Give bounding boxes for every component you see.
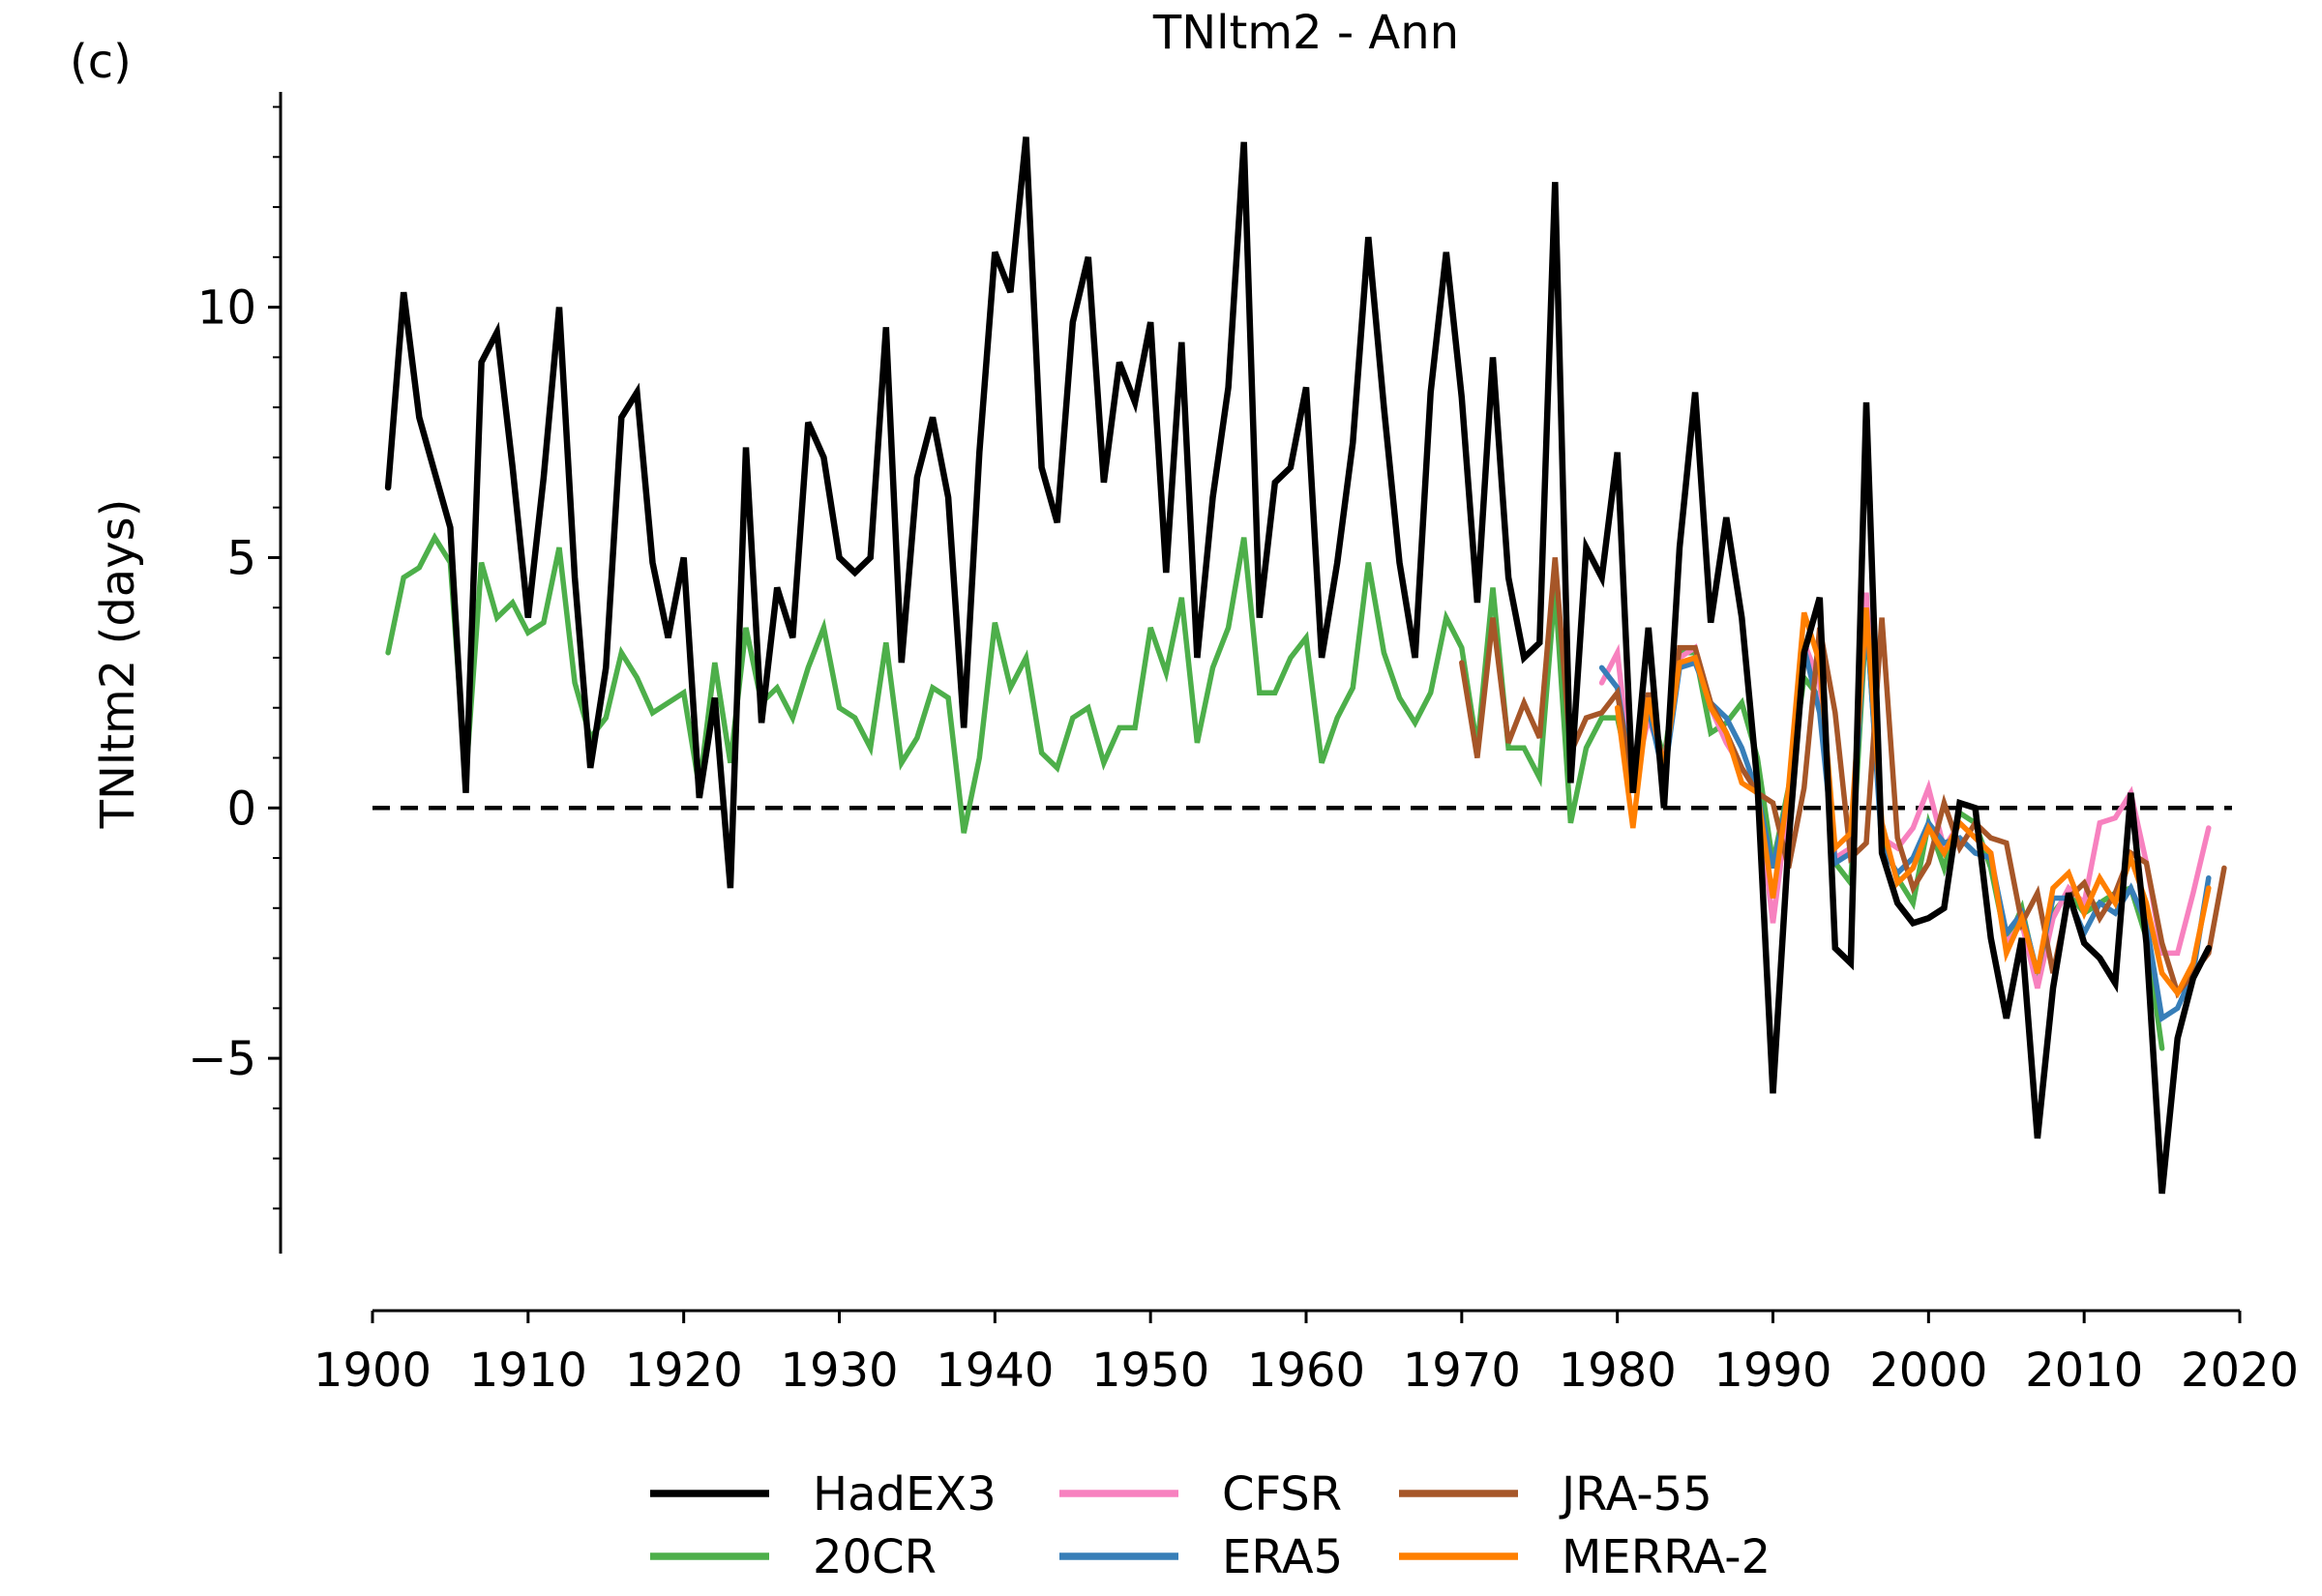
legend-item: CFSR [1059, 1467, 1342, 1522]
panel-label: (c) [70, 35, 132, 89]
legend-label: CFSR [1222, 1467, 1342, 1522]
legend-label: MERRA-2 [1562, 1530, 1771, 1584]
x-axis: 1900 1910 1920 1930 1940 1950 1960 1970 1980 1990… [313, 1309, 2299, 1398]
legend: HadEX3 20CR CFSR ERA5 JRA-55 MERRA-2 [650, 1467, 1771, 1584]
series-line-jra-55 [1459, 557, 2227, 999]
x-tick-label: 1940 [936, 1344, 1054, 1398]
series-group [384, 136, 2227, 1195]
x-tick-label: 1950 [1091, 1344, 1209, 1398]
legend-label: 20CR [813, 1530, 937, 1584]
legend-item: MERRA-2 [1399, 1530, 1771, 1584]
legend-item: JRA-55 [1399, 1467, 1712, 1522]
y-tick-label: −5 [188, 1032, 256, 1086]
legend-item: 20CR [650, 1530, 937, 1584]
x-tick-label: 1960 [1247, 1344, 1365, 1398]
legend-label: HadEX3 [813, 1467, 997, 1522]
x-tick-label: 1930 [780, 1344, 898, 1398]
series-line-hadex3 [384, 136, 2213, 1195]
x-tick-label: 1990 [1713, 1344, 1831, 1398]
y-tick-label: 10 [197, 281, 256, 336]
x-tick-label: 1910 [469, 1344, 587, 1398]
x-tick-label: 1980 [1559, 1344, 1677, 1398]
x-tick-label: 1920 [625, 1344, 743, 1398]
legend-item: ERA5 [1059, 1530, 1343, 1584]
chart-title: TNltm2 - Ann [1152, 6, 1459, 60]
series-line-merra-2 [1614, 607, 2212, 998]
x-tick-label: 1970 [1403, 1344, 1521, 1398]
y-tick-label: 5 [226, 531, 256, 585]
x-tick-label: 2000 [1869, 1344, 1987, 1398]
y-axis: 10 5 0 −5 [188, 92, 283, 1254]
x-tick-label: 2020 [2181, 1344, 2299, 1398]
x-tick-label: 1900 [313, 1344, 432, 1398]
legend-label: ERA5 [1222, 1530, 1343, 1584]
y-tick-label: 0 [226, 782, 256, 836]
legend-label: JRA-55 [1559, 1467, 1712, 1522]
x-tick-label: 2010 [2025, 1344, 2143, 1398]
legend-item: HadEX3 [650, 1467, 997, 1522]
y-axis-label: TNltm2 (days) [91, 499, 145, 830]
